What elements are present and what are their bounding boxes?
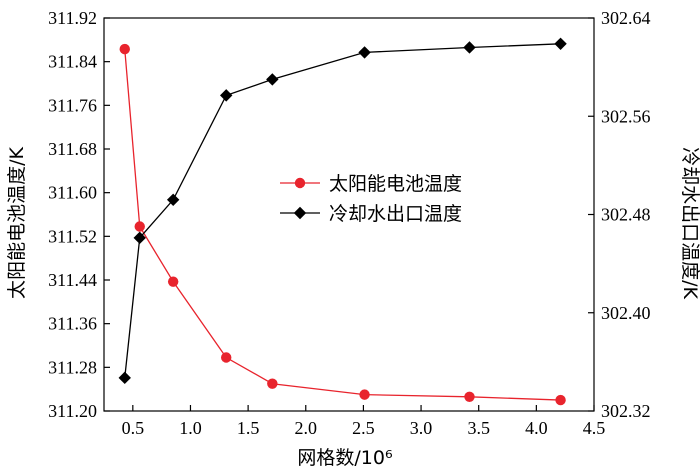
y-left-tick-label: 311.84 [48, 52, 97, 72]
cooling-water-point [133, 231, 146, 245]
y-right-tick-label: 302.56 [601, 106, 651, 126]
y-left-tick-label: 311.36 [48, 314, 97, 334]
cooling-water-point [554, 37, 567, 50]
x-tick-label: 4.0 [525, 418, 548, 438]
x-axis-title: 网格数/10⁶ [297, 447, 392, 469]
solar-cell-point [134, 221, 145, 232]
y-left-tick-label: 311.60 [48, 183, 97, 203]
solar-cell-point [464, 391, 475, 403]
x-tick-label: 0.5 [122, 418, 145, 438]
cooling-water-point [463, 41, 476, 54]
y-left-tick-label: 311.28 [48, 357, 97, 377]
cooling-water-point [166, 193, 180, 206]
y-left-tick-label: 311.44 [48, 270, 97, 290]
legend-label-solar-cell: 太阳能电池温度 [329, 173, 462, 195]
x-tick-label: 3.5 [467, 418, 490, 438]
solar-cell-point [555, 394, 566, 406]
y-left-tick-label: 311.52 [48, 226, 97, 246]
solar-cell-series [119, 43, 566, 406]
y-left-axis-title: 太阳能电池温度/K [6, 147, 28, 299]
cooling-water-point [358, 46, 371, 59]
cooling-water-point [118, 371, 131, 385]
solar-cell-point [221, 352, 232, 363]
legend-marker-cooling-water [293, 206, 307, 220]
x-tick-label: 1.5 [237, 418, 260, 438]
y-left-tick-label: 311.20 [48, 401, 97, 421]
solar-cell-point [267, 378, 278, 389]
legend-marker-solar-cell [294, 177, 306, 189]
cooling-water-point [220, 89, 233, 102]
x-tick-label: 1.0 [179, 418, 202, 438]
legend-label-cooling-water: 冷却水出口温度 [329, 203, 462, 225]
solar-cell-line [124, 49, 561, 401]
y-right-tick-label: 302.32 [601, 401, 651, 421]
x-tick-label: 4.5 [583, 418, 606, 438]
cooling-water-line [124, 43, 561, 378]
y-right-axis-title: 冷却水出口温度/K [679, 147, 700, 299]
y-left-tick-label: 311.68 [48, 139, 97, 159]
solar-cell-point [167, 276, 179, 287]
cooling-water-point [266, 73, 279, 86]
x-tick-label: 2.0 [295, 418, 318, 438]
y-right-tick-label: 302.40 [601, 303, 651, 323]
x-tick-label: 3.0 [410, 418, 433, 438]
series-layer [118, 37, 567, 406]
x-tick-label: 2.5 [352, 418, 375, 438]
axis-ticks: 0.5 1.0 1.5 2.0 2.5 3.0 3.5 4.0 4.5 311.20 311.28 3… [48, 8, 650, 438]
solar-cell-point [359, 389, 370, 400]
y-left-tick-label: 311.76 [48, 95, 97, 115]
y-right-tick-label: 302.48 [601, 205, 651, 225]
y-right-tick-label: 302.64 [601, 8, 651, 28]
y-left-tick-label: 311.92 [48, 8, 97, 28]
cooling-water-series [118, 37, 567, 385]
solar-cell-point [119, 43, 130, 55]
